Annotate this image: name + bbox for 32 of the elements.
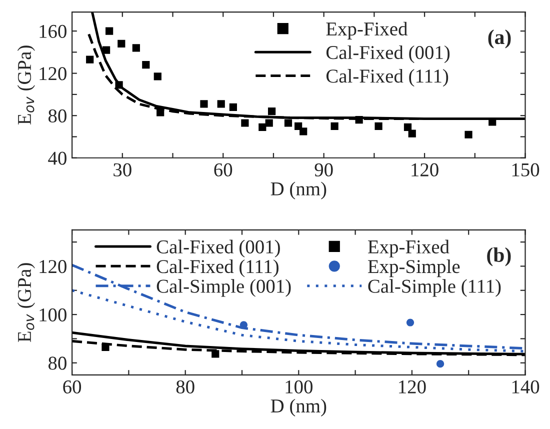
y-tick-label: 80 — [48, 356, 66, 370]
x-axis-title: D (nm) — [270, 398, 326, 416]
legend-label: Cal-Fixed (001) — [156, 240, 280, 258]
x-tick-label: 30 — [114, 163, 132, 176]
legend-label: Exp-Simple — [368, 259, 460, 278]
legend-label: Cal-Fixed (001) — [326, 45, 450, 64]
legend-label: Cal-Simple (001) — [156, 279, 291, 297]
x-tick-label: 120 — [399, 380, 426, 394]
y-tick-label: 120 — [40, 260, 66, 274]
legend-label: Cal-Fixed (111) — [326, 69, 448, 87]
y-axis-title: E$_{ov}$ (GPa) — [17, 46, 35, 125]
x-tick-label: 100 — [286, 380, 312, 394]
x-axis-title: D (nm) — [270, 182, 326, 200]
legend-label: Exp-Fixed — [326, 22, 408, 40]
legend-label: Cal-Fixed (111) — [156, 259, 278, 278]
x-tick-label: 60 — [214, 163, 232, 176]
annotation: (a) — [488, 30, 511, 48]
y-tick-label: 80 — [48, 109, 66, 123]
x-tick-label: 120 — [412, 163, 438, 176]
annotation: (b) — [487, 247, 511, 266]
x-tick-label: 60 — [63, 380, 82, 394]
y-axis-title: E$_{ov}$ (GPa) — [17, 263, 35, 342]
legend-label: Cal-Simple (111) — [368, 279, 501, 297]
y-tick-label: 120 — [40, 67, 66, 80]
x-tick-label: 150 — [512, 163, 540, 176]
y-tick-label: 40 — [48, 152, 66, 165]
y-tick-label: 100 — [40, 308, 66, 322]
x-tick-label: 140 — [512, 380, 540, 394]
x-tick-label: 80 — [176, 380, 194, 394]
x-tick-label: 90 — [314, 163, 333, 176]
legend-label: Exp-Fixed — [368, 240, 450, 258]
y-tick-label: 160 — [40, 24, 66, 38]
